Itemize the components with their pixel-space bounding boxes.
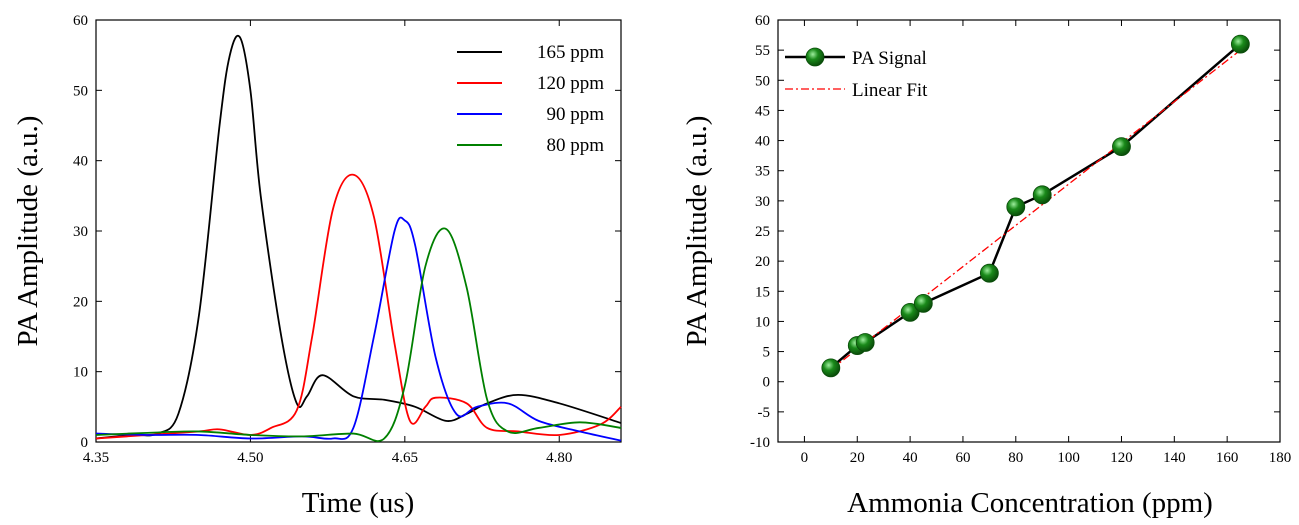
chart-1-x-tick-label: 0 (801, 450, 809, 466)
chart-1-y-tick-label: 60 (755, 13, 770, 29)
chart-1-x-tick-label: 60 (955, 450, 970, 466)
chart-1-y-tick-label: -5 (758, 405, 771, 421)
right-chart: 0 20 40 60 80 100 120 140 160 180 -10 -5 0 5 10 15 20 25 3… (681, 13, 1291, 519)
chart-1-x-tick-label: 100 (1057, 450, 1080, 466)
chart-1-y-tick-label: 0 (763, 375, 771, 391)
chart-1-y-tick-label: 40 (755, 134, 770, 150)
chart-1-x-tick-label: 180 (1269, 450, 1292, 466)
chart-1-y-tick-label: 45 (755, 103, 770, 119)
series-line-90-ppm (95, 216, 622, 442)
legend-marker-pa-signal (805, 47, 825, 67)
data-point (1006, 197, 1026, 217)
left-legend: 165 ppm 120 ppm 90 ppm 80 ppm (457, 42, 604, 156)
legend-label-90-ppm: 90 ppm (546, 104, 604, 125)
chart-1-y-tick-label: 30 (755, 194, 770, 210)
right-legend: PA Signal Linear Fit (785, 47, 928, 101)
chart-0-y-tick-label: 50 (73, 83, 88, 99)
legend-label-linear-fit: Linear Fit (852, 80, 928, 101)
chart-0-y-tick-label: 20 (73, 294, 88, 310)
chart-1-y-tick-label: -10 (750, 435, 770, 451)
chart-0-x-tick-label: 4.80 (546, 450, 572, 466)
right-axis-ticks: 0 20 40 60 80 100 120 140 160 180 -10 -5 0 5 10 15 20 25 3… (750, 13, 1291, 466)
data-point (1032, 185, 1052, 205)
chart-1-y-tick-label: 55 (755, 43, 770, 59)
left-y-axis-title: PA Amplitude (a.u.) (12, 116, 44, 347)
data-point (979, 263, 999, 283)
chart-1-y-tick-label: 10 (755, 314, 770, 330)
chart-0-x-tick-label: 4.50 (237, 450, 263, 466)
chart-1-x-tick-label: 120 (1110, 450, 1133, 466)
right-series-group (821, 34, 1250, 378)
chart-0-y-tick-label: 60 (73, 13, 88, 29)
legend-label-80-ppm: 80 ppm (546, 135, 604, 156)
chart-1-y-tick-label: 50 (755, 73, 770, 89)
data-point (855, 333, 875, 352)
right-x-axis-title: Ammonia Concentration (ppm) (847, 487, 1213, 519)
series-line-120-ppm (95, 173, 622, 440)
chart-1-x-tick-label: 20 (850, 450, 865, 466)
data-point (1230, 34, 1250, 54)
legend-label-pa-signal: PA Signal (852, 48, 927, 69)
chart-1-x-tick-label: 40 (903, 450, 918, 466)
chart-1-x-tick-label: 80 (1008, 450, 1023, 466)
chart-0-y-tick-label: 30 (73, 224, 88, 240)
legend-label-120-ppm: 120 ppm (537, 73, 604, 94)
left-x-axis-title: Time (us) (302, 487, 415, 519)
legend-label-165-ppm: 165 ppm (537, 42, 604, 63)
chart-0-y-tick-label: 0 (81, 435, 89, 451)
chart-1-y-tick-label: 25 (755, 224, 770, 240)
chart-0-y-tick-label: 40 (73, 154, 88, 170)
series-line-165-ppm (95, 34, 622, 440)
data-point (900, 302, 920, 322)
chart-1-x-tick-label: 140 (1163, 450, 1186, 466)
left-series-group (95, 34, 622, 443)
left-axis-ticks: 4.35 4.50 4.65 4.80 0 10 20 30 40 50 60 (73, 13, 621, 466)
chart-1-y-tick-label: 5 (763, 345, 771, 361)
right-y-axis-title: PA Amplitude (a.u.) (681, 116, 713, 347)
chart-1-y-tick-label: 20 (755, 254, 770, 270)
series-line-80-ppm (95, 227, 622, 443)
chart-1-y-tick-label: 15 (755, 284, 770, 300)
chart-0-x-tick-label: 4.65 (392, 450, 418, 466)
chart-1-y-tick-label: 35 (755, 164, 770, 180)
data-point (913, 293, 933, 313)
data-point (1112, 137, 1131, 157)
chart-0-y-tick-label: 10 (73, 365, 88, 381)
series-line-linear-fit (830, 49, 1241, 371)
chart-1-x-tick-label: 160 (1216, 450, 1239, 466)
data-point (821, 358, 841, 378)
chart-0-x-tick-label: 4.35 (83, 450, 109, 466)
